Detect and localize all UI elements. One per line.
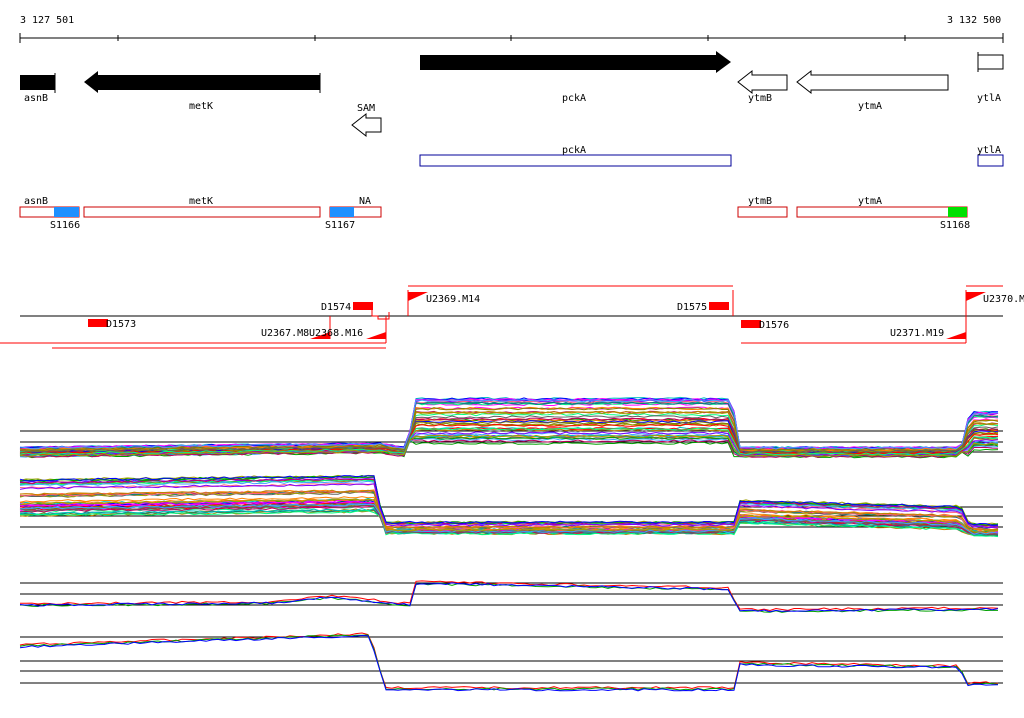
gene-ytmA[interactable]: ytmA	[796, 69, 949, 112]
expression-trace	[19, 407, 999, 452]
expression-trace	[19, 398, 999, 450]
expression-trace	[19, 415, 999, 453]
expression-trace	[19, 510, 999, 538]
terminator-label-D1573: D1573	[106, 319, 136, 330]
annotation-label-S1167: S1167	[325, 220, 355, 231]
predicted-label-pckA: pckA	[562, 145, 586, 156]
ruler-start-label: 3 127 501	[20, 15, 74, 26]
average-trace	[19, 634, 999, 691]
shine-dalgarno-S1166[interactable]	[54, 207, 79, 217]
transcription-track: D1573 D1574 U2367.M8 U2368.M16 U2369.M14…	[0, 285, 1024, 349]
expression-trace	[19, 507, 999, 536]
gene-label-ytlA: ytlA	[977, 93, 1001, 104]
average-trace	[19, 634, 999, 692]
terminator-D1573[interactable]: D1573	[88, 319, 136, 330]
promoter-U2368[interactable]: U2368.M16	[309, 316, 387, 343]
annotation-label-asnB: asnB	[24, 196, 48, 207]
promoter-U2370[interactable]: U2370.M	[965, 290, 1024, 316]
average-expression-minus	[19, 632, 1003, 692]
promoter-U2369[interactable]: U2369.M14	[407, 290, 480, 316]
shine-dalgarno-S1168[interactable]	[948, 207, 967, 217]
annotation-box-ytmB[interactable]	[737, 206, 788, 218]
gene-ytlA[interactable]: ytlA	[977, 52, 1004, 104]
promoter-label-U2370: U2370.M	[983, 294, 1024, 305]
predicted-gene-track: pckA ytlA	[419, 145, 1004, 167]
average-trace	[19, 632, 999, 690]
annotation-label-S1168: S1168	[940, 220, 970, 231]
expression-trace	[19, 439, 999, 458]
expression-trace	[19, 489, 999, 531]
annotation-label-ytmA: ytmA	[858, 196, 882, 207]
annotation-track: asnB S1166 metK NA S1167 ytmB ytmA S1168	[19, 196, 970, 231]
average-expression-plus	[19, 580, 1003, 613]
predicted-box-ytlA[interactable]	[977, 154, 1004, 167]
expression-trace	[19, 427, 999, 456]
expression-trace	[19, 398, 998, 450]
expression-trace	[19, 498, 999, 534]
terminator-D1576[interactable]: D1576	[741, 320, 789, 331]
promoter-label-U2368: U2368.M16	[309, 328, 363, 339]
gene-SAM[interactable]: SAM	[351, 103, 382, 138]
promoter-U2371[interactable]: U2371.M19	[890, 316, 967, 343]
promoter-label-U2371: U2371.M19	[890, 328, 944, 339]
expression-trace	[19, 434, 999, 458]
gene-ytmB[interactable]: ytmB	[737, 69, 788, 104]
expression-trace	[19, 505, 999, 536]
promoter-label-U2367: U2367.M8	[261, 328, 309, 339]
annotation-label-metK: metK	[189, 196, 213, 207]
terminator-label-D1576: D1576	[759, 320, 789, 331]
gene-label-pckA: pckA	[562, 93, 586, 104]
gene-label-ytmA: ytmA	[858, 101, 882, 112]
position-ruler: 3 127 501 3 132 500	[19, 15, 1004, 43]
annotation-box-ytmA[interactable]	[796, 206, 968, 218]
annotation-box-metK[interactable]	[83, 206, 321, 218]
predicted-box-pckA[interactable]	[419, 154, 732, 167]
annotation-label-NA: NA	[359, 196, 371, 207]
gene-track: asnB metK SAM pckA ytmB ytmA ytlA	[20, 51, 1004, 138]
annotation-label-S1166: S1166	[50, 220, 80, 231]
expression-panel-strand-minus	[19, 474, 1003, 538]
expression-trace	[19, 475, 999, 526]
gene-label-ytmB: ytmB	[748, 93, 772, 104]
annotation-label-ytmB: ytmB	[748, 196, 772, 207]
gene-asnB[interactable]: asnB	[20, 73, 56, 104]
shine-dalgarno-S1167[interactable]	[330, 207, 354, 217]
gene-pckA[interactable]: pckA	[420, 51, 731, 104]
terminator-D1574[interactable]: D1574	[321, 302, 390, 320]
expression-trace	[19, 475, 999, 526]
expression-trace	[19, 503, 999, 535]
expression-panel-strand-plus	[19, 396, 1003, 459]
promoter-U2367[interactable]: U2367.M8	[261, 316, 331, 339]
expression-trace	[19, 397, 999, 450]
expression-trace	[19, 483, 999, 529]
gene-label-metK: metK	[189, 101, 213, 112]
gene-metK[interactable]: metK	[84, 71, 321, 112]
average-trace	[20, 580, 999, 612]
promoter-label-U2369: U2369.M14	[426, 294, 480, 305]
terminator-D1575[interactable]: D1575	[677, 290, 734, 316]
expression-trace	[19, 479, 999, 527]
predicted-label-ytlA: ytlA	[977, 145, 1001, 156]
terminator-label-D1575: D1575	[677, 302, 707, 313]
gene-label-asnB: asnB	[24, 93, 48, 104]
gene-label-SAM: SAM	[357, 103, 375, 114]
ruler-end-label: 3 132 500	[947, 15, 1001, 26]
average-trace	[19, 582, 999, 613]
expression-trace	[19, 498, 998, 533]
terminator-label-D1574: D1574	[321, 302, 351, 313]
